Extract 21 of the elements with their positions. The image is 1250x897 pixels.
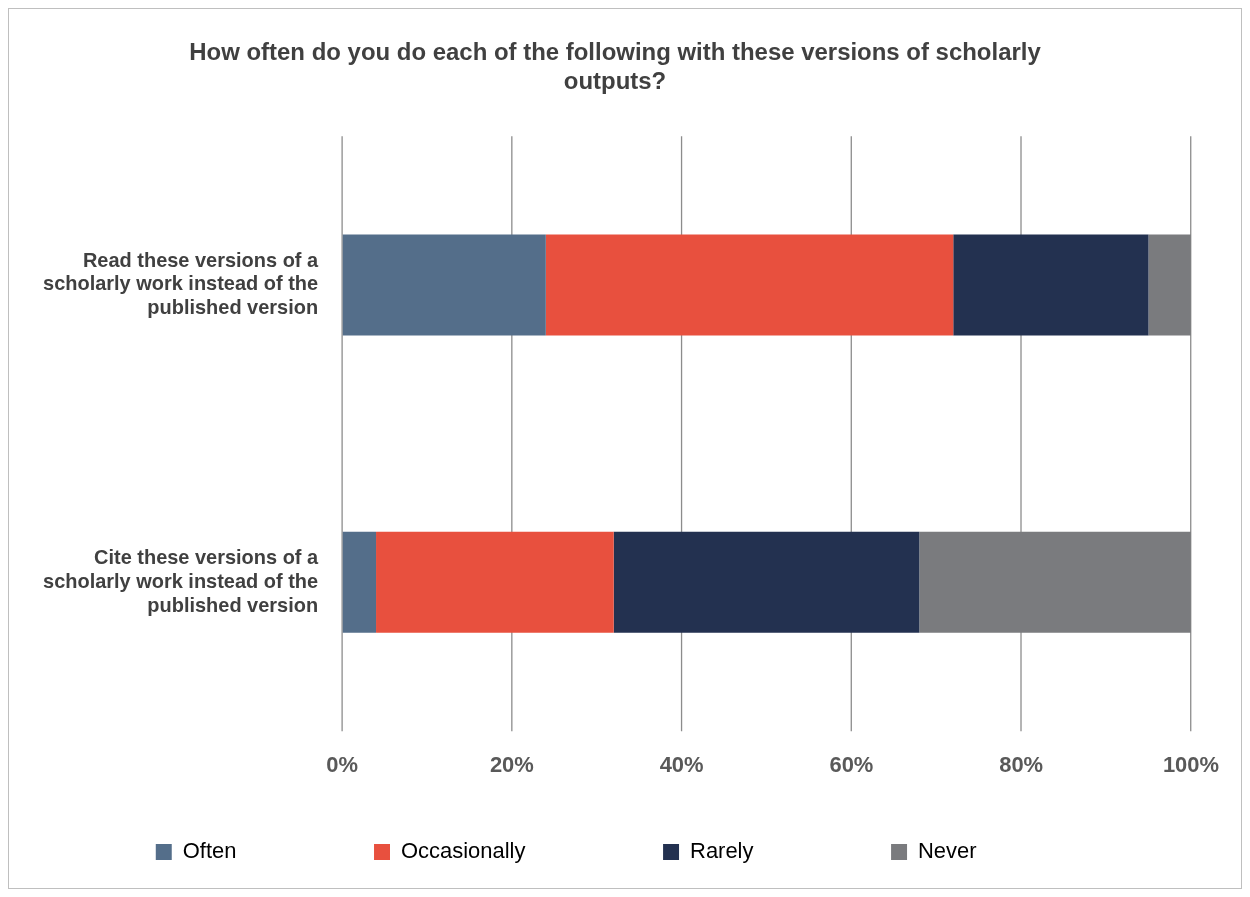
x-tick-label: 60% <box>829 752 874 778</box>
legend-label: Rarely <box>690 838 851 864</box>
x-tick-label: 40% <box>659 752 704 778</box>
bar <box>545 234 954 336</box>
bar <box>376 531 614 633</box>
bar <box>953 234 1149 336</box>
y-tick-label: Read these versions of a scholarly work instead of the published version <box>43 248 320 319</box>
x-tick-label: 100% <box>1162 752 1220 778</box>
bar <box>342 531 377 633</box>
chart-title: How often do you do each of the following with these versions of scholarly outputs? <box>189 37 1042 94</box>
x-tick-label: 20% <box>489 752 534 778</box>
legend-label: Often <box>182 838 334 864</box>
x-tick-label: 80% <box>999 752 1044 778</box>
bar <box>342 234 546 336</box>
bar <box>1148 234 1191 336</box>
bar <box>919 531 1191 633</box>
bar <box>613 531 920 633</box>
legend-label: Never <box>918 838 1075 864</box>
legend-label: Occasionally <box>400 838 623 864</box>
x-tick-label: 0% <box>326 752 358 778</box>
y-tick-label: Cite these versions of a scholarly work instead of the published version <box>43 545 320 616</box>
